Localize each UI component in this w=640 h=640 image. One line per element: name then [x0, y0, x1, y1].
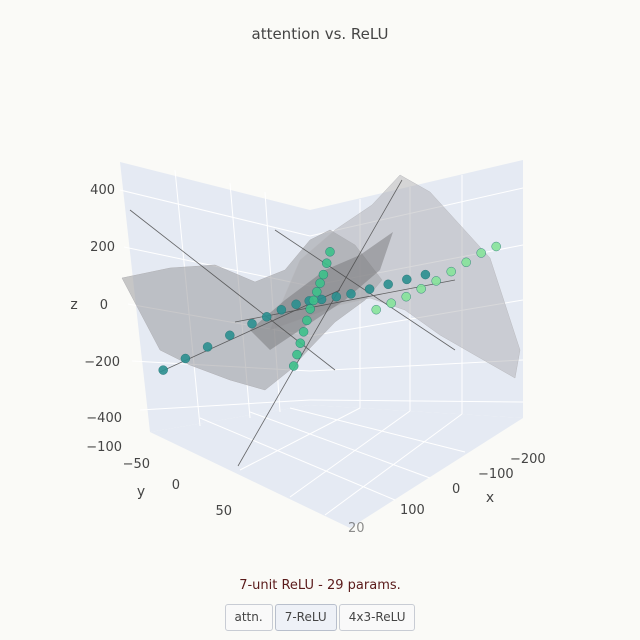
data-point-series-0	[364, 284, 375, 294]
model-button-group: attn. 7-ReLU 4x3-ReLU	[0, 604, 640, 631]
x-tick-label: 0	[452, 482, 460, 497]
data-point-series-0	[291, 299, 301, 309]
chart-title: attention vs. ReLU	[251, 25, 389, 43]
data-point-series-1	[322, 258, 332, 268]
z-tick-label: −400	[86, 411, 122, 426]
data-point-series-1	[325, 247, 335, 257]
data-point-series-0	[331, 292, 341, 302]
data-point-series-2	[491, 241, 501, 252]
data-point-series-2	[431, 276, 441, 286]
data-point-series-1	[308, 295, 319, 306]
y-tick-label: 50	[215, 504, 232, 519]
x-tick-label: 100	[400, 503, 425, 518]
data-point-series-0	[247, 319, 257, 329]
relu-4x3-button[interactable]: 4x3-ReLU	[338, 604, 416, 631]
x-tick-label: −100	[478, 467, 514, 482]
data-point-series-2	[416, 284, 426, 294]
surface-ridge	[250, 232, 393, 350]
data-point-series-0	[225, 330, 235, 340]
data-point-series-1	[315, 278, 325, 288]
data-point-series-1	[312, 287, 322, 297]
floor	[150, 405, 523, 528]
data-point-series-1	[295, 338, 305, 348]
y-tick-label: 0	[172, 478, 180, 493]
y-axis: −100 −50 0 50 y	[86, 440, 232, 519]
data-point-series-0	[346, 289, 356, 299]
data-point-series-1	[292, 349, 302, 360]
y-axis-label: y	[137, 484, 145, 500]
data-point-series-0	[262, 312, 272, 322]
data-point-series-0	[158, 365, 168, 375]
y-tick-label: −50	[123, 457, 150, 472]
data-point-series-2	[476, 248, 486, 258]
data-point-series-0	[316, 294, 327, 305]
data-point-series-1	[289, 361, 299, 371]
z-axis-label: z	[70, 297, 77, 313]
z-tick-label: 200	[90, 240, 115, 255]
data-points	[158, 241, 501, 375]
relu-7-button[interactable]: 7-ReLU	[274, 604, 337, 631]
data-point-series-2	[461, 257, 471, 267]
data-point-series-1	[318, 269, 329, 280]
x-tick-label: 20	[348, 521, 365, 536]
data-point-series-1	[298, 327, 309, 337]
data-point-series-0	[402, 274, 412, 285]
data-point-series-1	[302, 315, 312, 326]
data-point-series-2	[371, 305, 381, 315]
x-axis: −200 −100 0 100 20 x	[348, 452, 546, 536]
data-point-series-0	[276, 305, 287, 315]
data-point-series-0	[383, 279, 393, 289]
data-point-series-0	[180, 353, 191, 364]
z-tick-label: 0	[100, 298, 108, 313]
z-tick-label: −200	[84, 355, 120, 370]
y-tick-label: −100	[86, 440, 122, 455]
x-axis-label: x	[486, 490, 494, 506]
model-caption: 7-unit ReLU - 29 params.	[239, 578, 401, 593]
data-point-series-0	[202, 342, 213, 352]
data-point-series-1	[305, 304, 315, 314]
attn-button[interactable]: attn.	[224, 604, 273, 631]
z-axis: 400 200 0 −200 −400 z	[70, 183, 122, 426]
data-point-series-0	[420, 269, 431, 280]
data-point-series-2	[386, 298, 396, 308]
plot-3d[interactable]: 400 200 0 −200 −400 z −100 −50 0 50 y −2…	[0, 0, 640, 580]
data-point-series-2	[401, 292, 411, 302]
data-point-series-2	[446, 266, 456, 277]
x-tick-label: −200	[510, 452, 546, 467]
z-tick-label: 400	[90, 183, 115, 198]
